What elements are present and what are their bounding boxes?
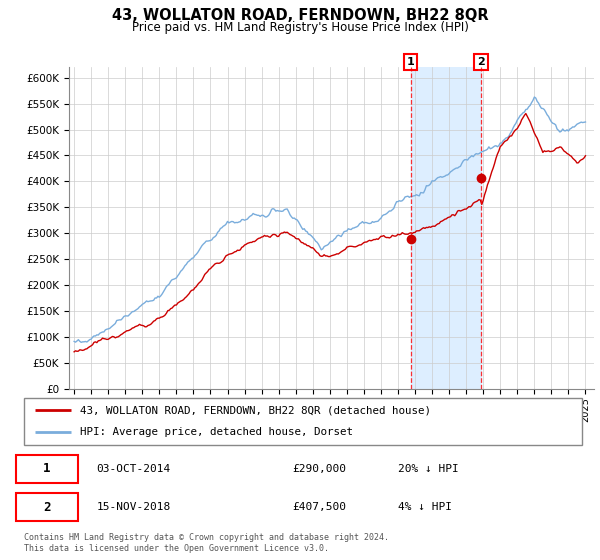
- Text: 43, WOLLATON ROAD, FERNDOWN, BH22 8QR: 43, WOLLATON ROAD, FERNDOWN, BH22 8QR: [112, 8, 488, 24]
- Text: £290,000: £290,000: [292, 464, 346, 474]
- Text: 1: 1: [43, 463, 50, 475]
- Text: 15-NOV-2018: 15-NOV-2018: [97, 502, 171, 512]
- Text: Price paid vs. HM Land Registry's House Price Index (HPI): Price paid vs. HM Land Registry's House …: [131, 21, 469, 34]
- Text: £407,500: £407,500: [292, 502, 346, 512]
- FancyBboxPatch shape: [16, 493, 78, 521]
- FancyBboxPatch shape: [16, 455, 78, 483]
- Text: HPI: Average price, detached house, Dorset: HPI: Average price, detached house, Dors…: [80, 427, 353, 437]
- Text: 20% ↓ HPI: 20% ↓ HPI: [398, 464, 458, 474]
- Text: 03-OCT-2014: 03-OCT-2014: [97, 464, 171, 474]
- Text: 2: 2: [43, 501, 50, 514]
- Text: 2: 2: [477, 57, 485, 67]
- Text: 1: 1: [407, 57, 415, 67]
- Text: 4% ↓ HPI: 4% ↓ HPI: [398, 502, 452, 512]
- Text: 43, WOLLATON ROAD, FERNDOWN, BH22 8QR (detached house): 43, WOLLATON ROAD, FERNDOWN, BH22 8QR (d…: [80, 405, 431, 416]
- Bar: [411, 67, 481, 389]
- Text: Contains HM Land Registry data © Crown copyright and database right 2024.
This d: Contains HM Land Registry data © Crown c…: [24, 533, 389, 553]
